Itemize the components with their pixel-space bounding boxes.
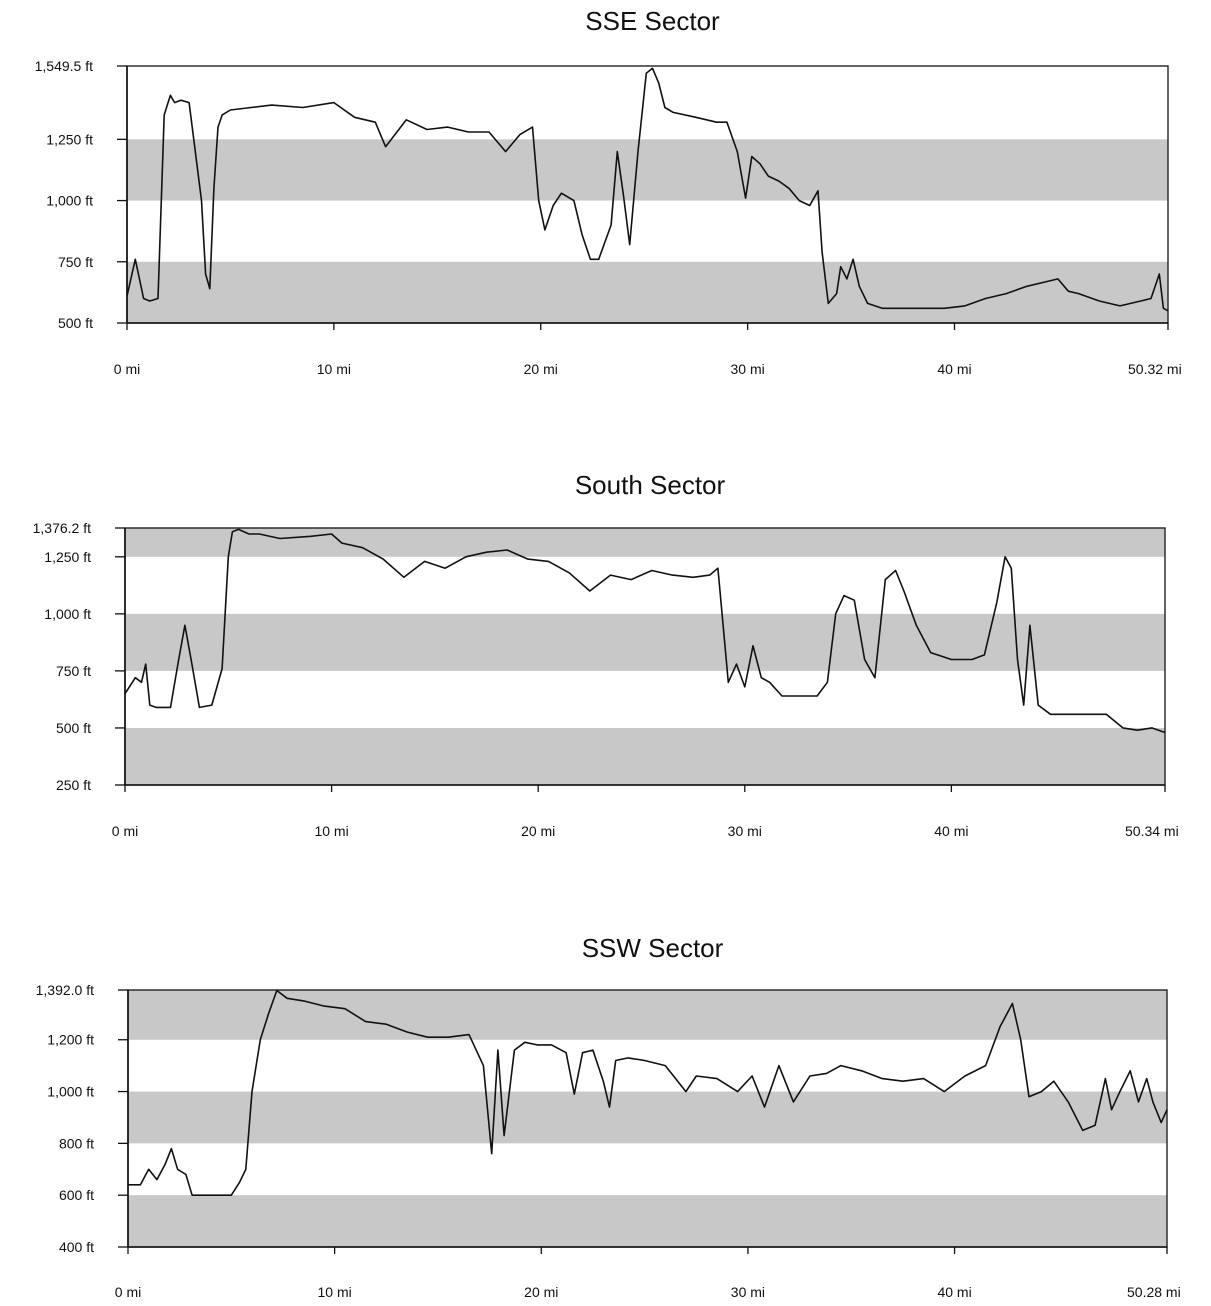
elevation-profile-line (128, 989, 1168, 1196)
x-tick-label: 50.28 mi (1127, 1284, 1181, 1300)
y-tick-label: 1,200 ft (47, 1032, 94, 1048)
elevation-band-0 (127, 261, 1168, 323)
x-tick-label: 40 mi (937, 1284, 971, 1300)
y-tick-label: 500 ft (56, 720, 91, 736)
elevation-profile-line (124, 528, 1166, 734)
y-tick-label: 1,376.2 ft (33, 520, 91, 536)
x-tick-label: 10 mi (318, 1284, 352, 1300)
south-sector-panel: South Sector 0 mi 10 mi 20 mi 30 mi 40 mi 50.3… (33, 470, 1179, 839)
y-tick-label: 1,250 ft (46, 131, 93, 147)
x-tick-label: 20 mi (521, 823, 555, 839)
elevation-band-2 (125, 528, 1165, 557)
y-tick-label: 1,250 ft (44, 549, 91, 565)
x-tick-label: 20 mi (524, 361, 558, 377)
elevation-band-2 (128, 990, 1167, 1040)
chart-title: South Sector (575, 470, 726, 500)
x-tick-label: 50.32 mi (1128, 361, 1182, 377)
chart-title: SSW Sector (582, 933, 724, 963)
x-tick-label: 0 mi (114, 361, 140, 377)
x-tick-label: 40 mi (937, 361, 971, 377)
y-tick-label: 750 ft (56, 663, 91, 679)
y-tick-label: 1,000 ft (44, 606, 91, 622)
y-tick-label: 800 ft (59, 1135, 94, 1151)
y-tick-label: 1,549.5 ft (35, 58, 93, 74)
x-tick-label: 20 mi (524, 1284, 558, 1300)
elevation-band-0 (128, 1195, 1167, 1247)
x-tick-label: 10 mi (317, 361, 351, 377)
y-tick-label: 600 ft (59, 1187, 94, 1203)
y-tick-label: 250 ft (56, 777, 91, 793)
sse-sector-panel: SSE Sector 0 mi 10 mi 20 mi 30 mi 40 mi 50.32 … (35, 6, 1182, 377)
x-tick-label: 40 mi (934, 823, 968, 839)
x-tick-label: 30 mi (731, 361, 765, 377)
x-tick-label: 0 mi (115, 1284, 141, 1300)
x-tick-label: 50.34 mi (1125, 823, 1179, 839)
x-tick-label: 10 mi (314, 823, 348, 839)
y-tick-label: 1,000 ft (47, 1084, 94, 1100)
x-tick-label: 30 mi (728, 823, 762, 839)
elevation-band-1 (128, 1091, 1167, 1144)
elevation-profile-line (126, 67, 1169, 312)
y-tick-label: 500 ft (58, 315, 93, 331)
elevation-band-1 (125, 613, 1165, 671)
x-tick-label: 0 mi (112, 823, 138, 839)
ssw-sector-panel: SSW Sector 0 mi 10 mi 20 mi 30 mi 40 mi 50.28 … (36, 933, 1181, 1300)
y-tick-label: 1,392.0 ft (36, 982, 94, 998)
y-tick-label: 750 ft (58, 254, 93, 270)
elevation-band-1 (127, 139, 1168, 201)
chart-title: SSE Sector (585, 6, 720, 36)
y-tick-label: 400 ft (59, 1239, 94, 1255)
elevation-band-0 (125, 727, 1165, 785)
y-tick-label: 1,000 ft (46, 193, 93, 209)
x-tick-label: 30 mi (731, 1284, 765, 1300)
